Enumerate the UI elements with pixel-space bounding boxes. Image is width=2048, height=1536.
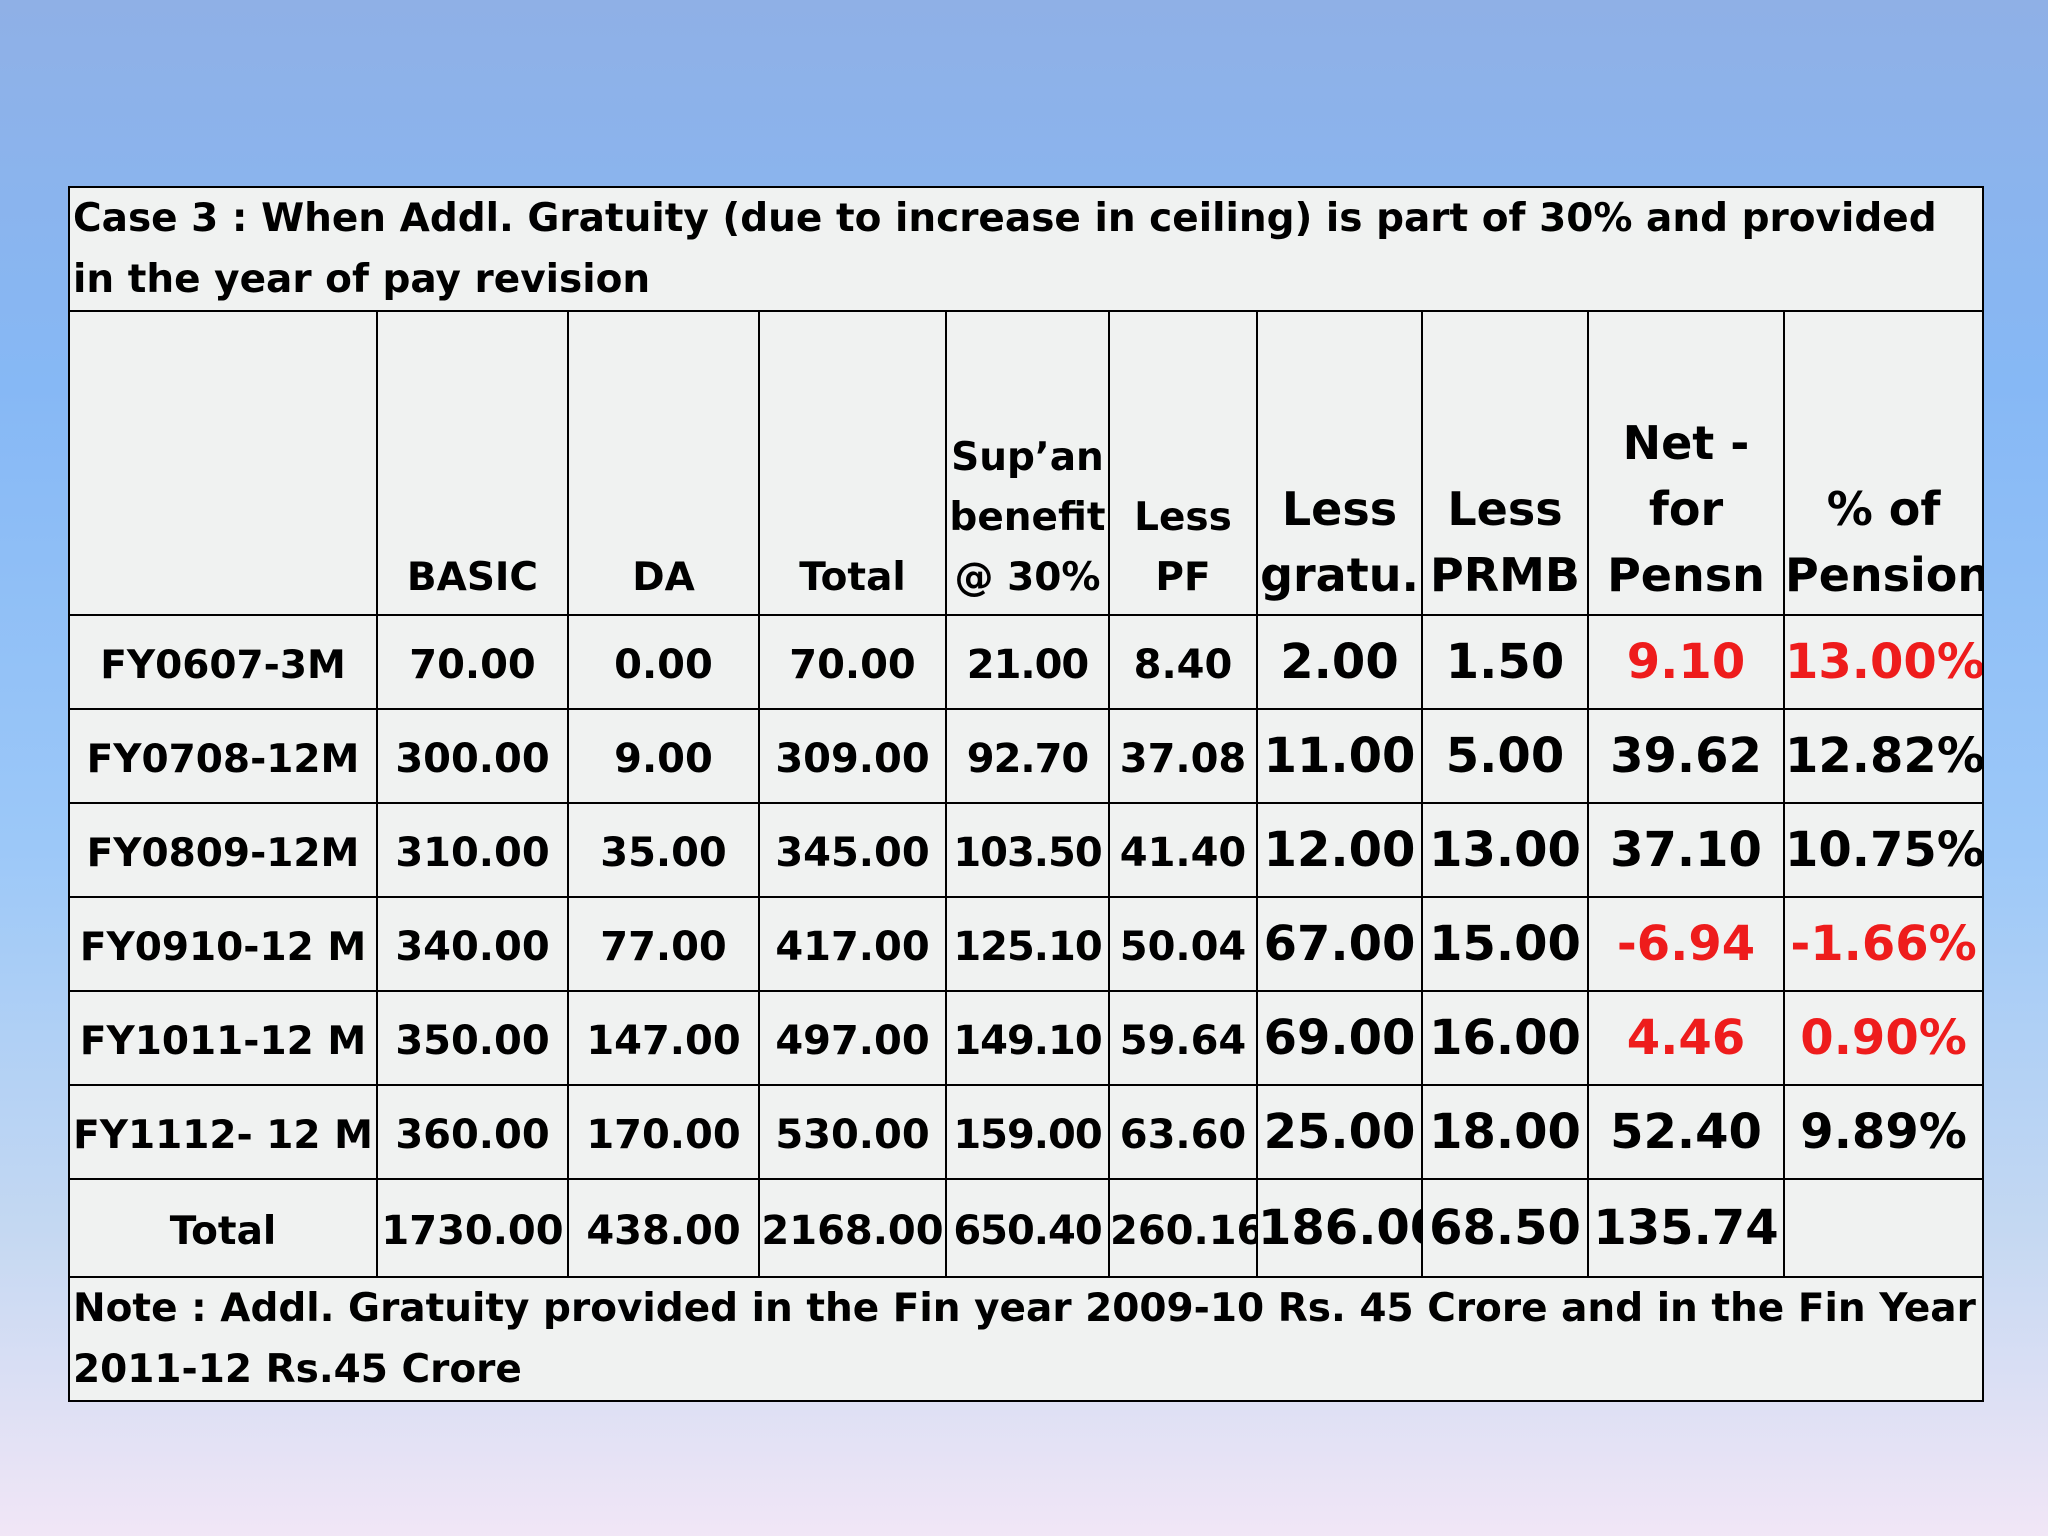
cell-net-pension: 9.10 xyxy=(1587,614,1785,710)
cell-supan: 149.10 xyxy=(945,990,1110,1086)
cell-net-pension: 52.40 xyxy=(1587,1084,1785,1180)
cell-da: 35.00 xyxy=(567,802,760,898)
cell-less-pf: 41.40 xyxy=(1108,802,1258,898)
table-row: FY0809-12M 310.00 35.00 345.00 103.50 41.40 12… xyxy=(68,802,1985,898)
cell-less-gratu: 25.00 xyxy=(1256,1084,1423,1180)
cell-total: 2168.00 xyxy=(758,1178,947,1278)
cell-label: FY0708-12M xyxy=(68,708,378,804)
cell-less-gratu: 69.00 xyxy=(1256,990,1423,1086)
cell-pct-pension: -1.66% xyxy=(1782,896,1985,992)
cell-pct-pension: 13.00% xyxy=(1782,614,1985,710)
cell-pct-pension: 9.89% xyxy=(1782,1084,1985,1180)
cell-supan: 125.10 xyxy=(945,896,1110,992)
cell-basic: 300.00 xyxy=(376,708,569,804)
cell-pct-pension: 10.75% xyxy=(1782,802,1985,898)
cell-da: 9.00 xyxy=(567,708,760,804)
cell-less-pf: 8.40 xyxy=(1108,614,1258,710)
header-label xyxy=(68,310,378,616)
header-supan-benefit: Sup’an benefit @ 30% xyxy=(945,310,1110,616)
cell-pct-pension: 12.82% xyxy=(1782,708,1985,804)
cell-da: 438.00 xyxy=(567,1178,760,1278)
cell-total: 530.00 xyxy=(758,1084,947,1180)
pension-table: Case 3 : When Addl. Gratuity (due to inc… xyxy=(67,186,1985,1402)
cell-total: 497.00 xyxy=(758,990,947,1086)
cell-pct-pension xyxy=(1782,1178,1985,1278)
total-row: Total 1730.00 438.00 2168.00 650.40 260.16 186… xyxy=(68,1178,1985,1278)
cell-label: FY0809-12M xyxy=(68,802,378,898)
header-basic: BASIC xyxy=(376,310,569,616)
note-row: Note : Addl. Gratuity provided in the Fi… xyxy=(67,1276,1985,1402)
cell-basic: 360.00 xyxy=(376,1084,569,1180)
cell-less-prmb: 13.00 xyxy=(1421,802,1589,898)
cell-label: FY0607-3M xyxy=(68,614,378,710)
note-text: Note : Addl. Gratuity provided in the Fi… xyxy=(67,1276,1985,1402)
cell-net-pension: 135.74 xyxy=(1587,1178,1785,1278)
table-row: FY0607-3M 70.00 0.00 70.00 21.00 8.40 2.00 1.50… xyxy=(68,614,1985,710)
cell-da: 147.00 xyxy=(567,990,760,1086)
cell-net-pension: 39.62 xyxy=(1587,708,1785,804)
table-row: FY1112- 12 M 360.00 170.00 530.00 159.00 63.6… xyxy=(68,1084,1985,1180)
cell-supan: 21.00 xyxy=(945,614,1110,710)
cell-less-pf: 50.04 xyxy=(1108,896,1258,992)
cell-supan: 159.00 xyxy=(945,1084,1110,1180)
cell-net-pension: 37.10 xyxy=(1587,802,1785,898)
header-less-pf: Less PF xyxy=(1108,310,1258,616)
cell-basic: 340.00 xyxy=(376,896,569,992)
cell-less-pf: 63.60 xyxy=(1108,1084,1258,1180)
header-row: BASIC DA Total Sup’an benefit @ 30% Less… xyxy=(68,310,1985,616)
cell-less-gratu: 186.00 xyxy=(1256,1178,1423,1278)
cell-basic: 1730.00 xyxy=(376,1178,569,1278)
cell-label: FY1011-12 M xyxy=(68,990,378,1086)
cell-da: 77.00 xyxy=(567,896,760,992)
header-less-prmb: Less PRMB xyxy=(1421,310,1589,616)
table-row: FY1011-12 M 350.00 147.00 497.00 149.10 59.64… xyxy=(68,990,1985,1086)
cell-net-pension: -6.94 xyxy=(1587,896,1785,992)
cell-net-pension: 4.46 xyxy=(1587,990,1785,1086)
cell-basic: 310.00 xyxy=(376,802,569,898)
cell-less-pf: 260.16 xyxy=(1108,1178,1258,1278)
header-net-for-pension: Net - for Pensn xyxy=(1587,310,1785,616)
header-total: Total xyxy=(758,310,947,616)
cell-less-pf: 37.08 xyxy=(1108,708,1258,804)
cell-less-gratu: 12.00 xyxy=(1256,802,1423,898)
cell-less-prmb: 15.00 xyxy=(1421,896,1589,992)
case-title: Case 3 : When Addl. Gratuity (due to inc… xyxy=(67,186,1985,312)
cell-less-gratu: 11.00 xyxy=(1256,708,1423,804)
cell-less-prmb: 5.00 xyxy=(1421,708,1589,804)
cell-less-pf: 59.64 xyxy=(1108,990,1258,1086)
cell-less-prmb: 68.50 xyxy=(1421,1178,1589,1278)
cell-label: Total xyxy=(68,1178,378,1278)
cell-da: 0.00 xyxy=(567,614,760,710)
cell-less-prmb: 1.50 xyxy=(1421,614,1589,710)
cell-less-gratu: 67.00 xyxy=(1256,896,1423,992)
cell-basic: 350.00 xyxy=(376,990,569,1086)
cell-total: 345.00 xyxy=(758,802,947,898)
cell-supan: 650.40 xyxy=(945,1178,1110,1278)
cell-total: 70.00 xyxy=(758,614,947,710)
cell-supan: 103.50 xyxy=(945,802,1110,898)
table-row: FY0910-12 M 340.00 77.00 417.00 125.10 50.04 6… xyxy=(68,896,1985,992)
cell-total: 309.00 xyxy=(758,708,947,804)
cell-total: 417.00 xyxy=(758,896,947,992)
cell-less-prmb: 18.00 xyxy=(1421,1084,1589,1180)
cell-supan: 92.70 xyxy=(945,708,1110,804)
cell-label: FY0910-12 M xyxy=(68,896,378,992)
table-row: FY0708-12M 300.00 9.00 309.00 92.70 37.08 11.0… xyxy=(68,708,1985,804)
cell-basic: 70.00 xyxy=(376,614,569,710)
title-row: Case 3 : When Addl. Gratuity (due to inc… xyxy=(67,186,1985,312)
cell-da: 170.00 xyxy=(567,1084,760,1180)
cell-less-prmb: 16.00 xyxy=(1421,990,1589,1086)
cell-less-gratu: 2.00 xyxy=(1256,614,1423,710)
header-pct-of-pension: % of Pension xyxy=(1782,310,1985,616)
cell-pct-pension: 0.90% xyxy=(1782,990,1985,1086)
header-less-gratuity: Less gratu. xyxy=(1256,310,1423,616)
cell-label: FY1112- 12 M xyxy=(68,1084,378,1180)
header-da: DA xyxy=(567,310,760,616)
